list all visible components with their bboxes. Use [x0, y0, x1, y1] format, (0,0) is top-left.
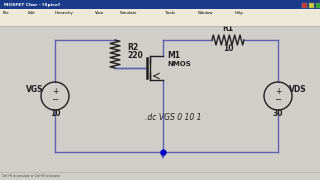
FancyBboxPatch shape [309, 3, 314, 8]
Text: Ctrl+R to simulate or Ctrl+B to browse: Ctrl+R to simulate or Ctrl+B to browse [2, 174, 60, 178]
Text: −: − [52, 96, 59, 105]
Text: 10: 10 [223, 44, 233, 53]
Text: 30: 30 [273, 109, 283, 118]
Text: .dc VGS 0 10 1: .dc VGS 0 10 1 [145, 113, 202, 122]
Text: VGS: VGS [26, 85, 44, 94]
Text: Hierarchy: Hierarchy [55, 11, 74, 15]
FancyBboxPatch shape [0, 9, 320, 17]
Text: M1: M1 [167, 51, 180, 60]
Text: File: File [3, 11, 10, 15]
Text: +: + [52, 87, 58, 96]
FancyBboxPatch shape [302, 3, 307, 8]
FancyBboxPatch shape [0, 0, 320, 9]
Text: −: − [275, 96, 282, 105]
Text: R1: R1 [222, 24, 234, 33]
Text: +: + [275, 87, 281, 96]
Text: NMOS: NMOS [167, 61, 191, 67]
FancyBboxPatch shape [0, 17, 320, 26]
Text: Help: Help [235, 11, 244, 15]
Text: Window: Window [198, 11, 213, 15]
Text: 220: 220 [127, 51, 143, 60]
Text: Tools: Tools [165, 11, 175, 15]
Text: Simulate: Simulate [120, 11, 137, 15]
Text: 10: 10 [50, 109, 60, 118]
FancyBboxPatch shape [0, 172, 320, 180]
Text: R2: R2 [127, 43, 138, 52]
Text: View: View [95, 11, 104, 15]
Text: Edit: Edit [28, 11, 36, 15]
Text: VDS: VDS [289, 85, 307, 94]
FancyBboxPatch shape [316, 3, 320, 8]
FancyBboxPatch shape [0, 26, 320, 172]
Text: MOSFET Char - [Spice]: MOSFET Char - [Spice] [4, 3, 60, 6]
